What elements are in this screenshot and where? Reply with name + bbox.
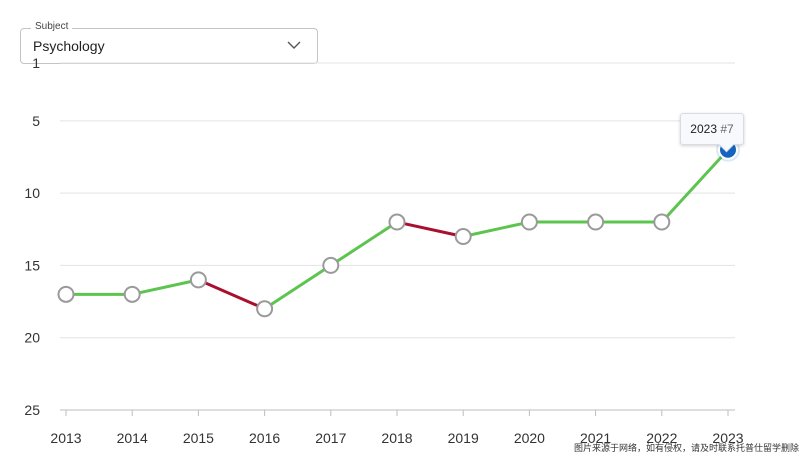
y-tick-label: 5	[32, 113, 40, 129]
x-tick-label: 2020	[514, 430, 545, 446]
subject-value: Psychology	[33, 38, 105, 54]
data-point	[653, 213, 671, 231]
series-segment	[660, 148, 730, 224]
x-tick-label: 2021	[580, 430, 611, 446]
x-tick-label: 2023	[712, 430, 743, 446]
x-tick-label: 2013	[50, 430, 81, 446]
data-point	[256, 300, 274, 318]
tooltip-rank: #7	[720, 122, 734, 136]
series-segment	[329, 220, 399, 267]
series-segment	[395, 220, 465, 238]
x-tick-label: 2018	[381, 430, 412, 446]
data-point	[587, 213, 605, 231]
series-segment	[461, 220, 531, 238]
x-tick-label: 2016	[249, 430, 280, 446]
subject-select[interactable]: Subject Psychology	[20, 21, 318, 64]
series-segment	[130, 278, 200, 296]
data-point	[454, 228, 472, 245]
watermark: 图片来源于网络，如有侵权，请及时联系托普仕留学删除	[573, 443, 799, 453]
x-tick-label: 2015	[183, 430, 214, 446]
data-point	[123, 285, 141, 303]
data-point	[189, 271, 207, 289]
data-point	[57, 285, 75, 303]
x-tick-label: 2017	[315, 430, 346, 446]
subject-legend: Subject	[31, 21, 73, 32]
series-segment	[263, 263, 333, 311]
data-point	[388, 213, 406, 231]
x-tick-label: 2022	[646, 430, 677, 446]
series-segment	[196, 278, 267, 311]
x-tick-label: 2014	[117, 430, 148, 446]
tooltip-year: 2023	[690, 122, 717, 136]
data-point	[322, 256, 340, 274]
y-tick-label: 10	[24, 185, 40, 201]
data-point	[520, 213, 538, 231]
chevron-down-icon	[287, 41, 301, 49]
y-tick-label: 20	[24, 330, 40, 346]
y-tick-label: 25	[24, 402, 40, 418]
y-tick-label: 1	[32, 55, 40, 71]
x-tick-label: 2019	[448, 430, 479, 446]
tooltip: 2023 #7	[680, 113, 744, 153]
y-tick-label: 15	[24, 257, 40, 273]
